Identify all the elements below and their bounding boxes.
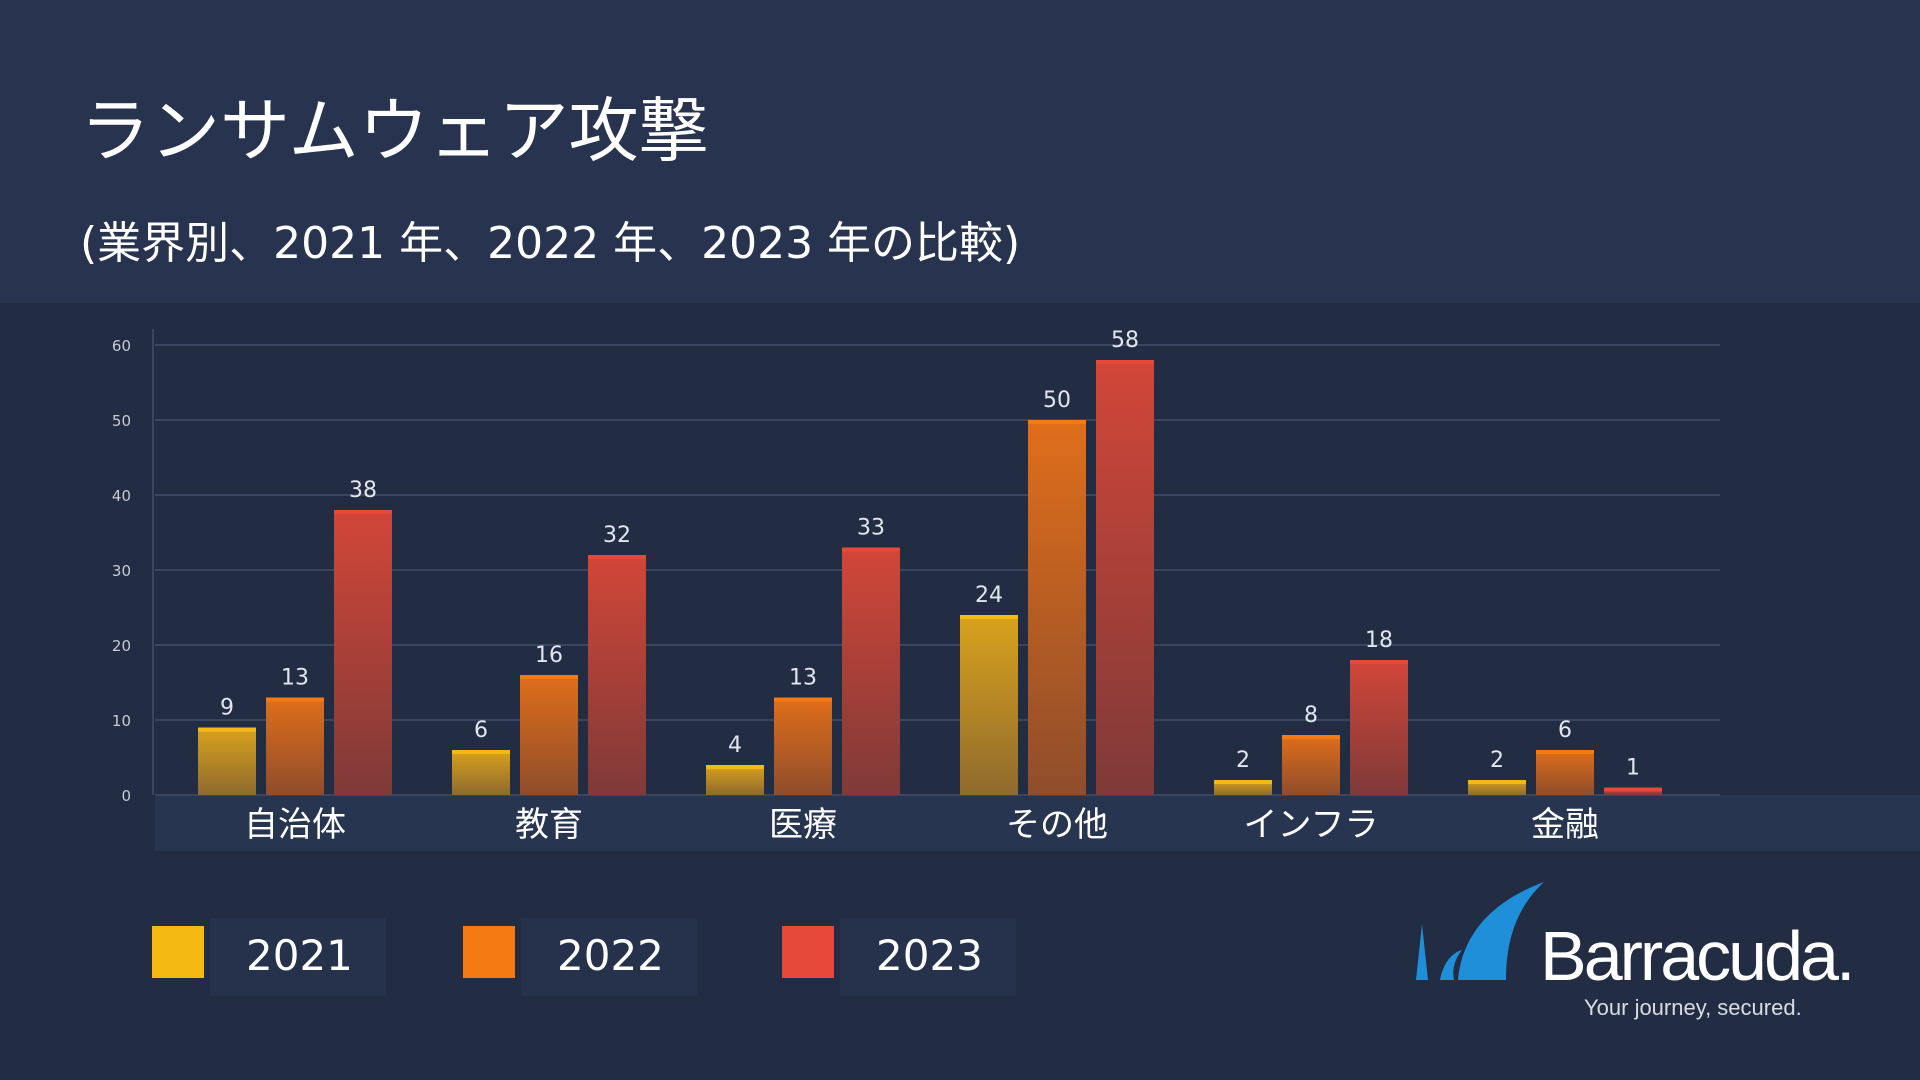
x-tick-label: 自治体 <box>244 805 346 845</box>
bar-2023-3 <box>1096 360 1154 795</box>
legend-swatch-2023 <box>782 926 834 978</box>
bar-2022-1 <box>520 675 578 795</box>
data-label: 8 <box>1304 703 1318 728</box>
bar-2021-0 <box>198 727 256 795</box>
data-label: 2 <box>1490 748 1504 773</box>
y-tick-label: 20 <box>112 637 131 655</box>
bar-2021-3 <box>960 615 1018 795</box>
legend-label-box: 2021 <box>210 918 386 996</box>
bar-cap <box>706 765 764 769</box>
data-label: 32 <box>603 523 631 548</box>
bar-2022-2 <box>774 697 832 795</box>
legend-label-box: 2022 <box>521 918 697 996</box>
bar-2023-0 <box>334 510 392 795</box>
bar-2023-1 <box>588 555 646 795</box>
y-tick-label: 50 <box>112 412 131 430</box>
chart-title: ランサムウェア攻撃 <box>80 90 709 172</box>
category-axis-band <box>155 795 1920 851</box>
bar-cap <box>266 697 324 702</box>
bar-cap <box>1350 660 1408 664</box>
bar-2023-2 <box>842 547 900 795</box>
bar-2022-3 <box>1028 420 1086 795</box>
bar-cap <box>588 555 646 559</box>
header-band: ランサムウェア攻撃 (業界別、2021 年、2022 年、2023 年の比較) <box>0 0 1920 303</box>
bar-cap <box>1096 360 1154 364</box>
legend: 2021 2022 2023 <box>0 918 1200 998</box>
data-label: 58 <box>1111 328 1139 353</box>
data-label: 2 <box>1236 748 1250 773</box>
bar-cap <box>452 750 510 754</box>
y-tick-label: 0 <box>121 787 131 805</box>
data-label: 6 <box>474 718 488 743</box>
y-tick-label: 30 <box>112 562 131 580</box>
data-label: 4 <box>728 733 742 758</box>
legend-label: 2021 <box>246 931 353 980</box>
bar-cap <box>960 615 1018 619</box>
x-tick-label: 医療 <box>769 805 837 845</box>
bar-cap <box>520 675 578 679</box>
chart-subtitle: (業界別、2021 年、2022 年、2023 年の比較) <box>80 218 1021 269</box>
data-label: 9 <box>220 696 234 721</box>
x-tick-label: その他 <box>1006 805 1108 845</box>
data-label: 50 <box>1043 388 1071 413</box>
data-label: 1 <box>1626 756 1640 781</box>
bar-2021-2 <box>706 765 764 795</box>
shark-fin-icon <box>1416 882 1544 980</box>
legend-label: 2022 <box>557 931 664 980</box>
bar-cap <box>198 727 256 732</box>
legend-label-box: 2023 <box>840 918 1016 996</box>
data-label: 18 <box>1365 628 1393 653</box>
bar-cap <box>1214 780 1272 784</box>
data-label: 24 <box>975 583 1003 608</box>
bar-2023-4 <box>1350 660 1408 795</box>
legend-label: 2023 <box>876 931 983 980</box>
data-label: 13 <box>789 666 817 691</box>
data-label: 16 <box>535 643 563 668</box>
bar-2022-0 <box>266 697 324 795</box>
bar-cap <box>1282 735 1340 739</box>
legend-swatch-2021 <box>152 926 204 978</box>
bar-cap <box>1604 787 1662 792</box>
bar-2022-5 <box>1536 750 1594 795</box>
logo-tagline: Your journey, secured. <box>1584 995 1802 1020</box>
bar-cap <box>334 510 392 514</box>
bar-cap <box>842 547 900 552</box>
bar-cap <box>1028 420 1086 424</box>
y-tick-label: 60 <box>112 337 131 355</box>
logo-wordmark: Barracuda. <box>1540 917 1855 995</box>
legend-swatch-2022 <box>463 926 515 978</box>
bar-2021-1 <box>452 750 510 795</box>
barracuda-logo: Barracuda. Your journey, secured. <box>1410 876 1855 1026</box>
x-tick-label: 教育 <box>515 805 583 845</box>
x-tick-label: インフラ <box>1244 805 1379 845</box>
data-label: 33 <box>857 516 885 541</box>
x-tick-label: 金融 <box>1531 805 1599 845</box>
data-label: 38 <box>349 478 377 503</box>
bar-2022-4 <box>1282 735 1340 795</box>
bar-cap <box>774 697 832 702</box>
y-tick-label: 10 <box>112 712 131 730</box>
data-label: 6 <box>1558 718 1572 743</box>
bar-cap <box>1468 780 1526 784</box>
bar-cap <box>1536 750 1594 754</box>
y-tick-label: 40 <box>112 487 131 505</box>
data-label: 13 <box>281 666 309 691</box>
